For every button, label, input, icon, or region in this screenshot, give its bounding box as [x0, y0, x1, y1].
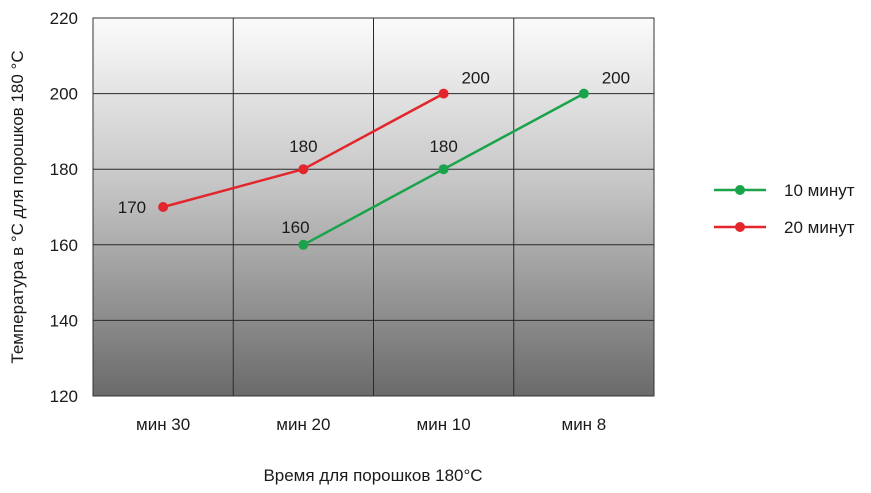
- legend: 10 минут 20 минут: [714, 181, 855, 237]
- x-tick-label: мин 10: [417, 415, 471, 434]
- data-point: [158, 202, 169, 212]
- data-point: [578, 88, 589, 99]
- data-point: [438, 164, 449, 175]
- series: [158, 88, 589, 250]
- data-labels: 160 180 200 170 180 200: [118, 69, 630, 237]
- y-tick-label: 200: [50, 85, 78, 104]
- data-label: 200: [602, 69, 630, 88]
- data-label: 200: [461, 69, 489, 88]
- x-tick-label: мин 30: [136, 415, 190, 434]
- y-axis-title: Температура в °C для порошков 180 °C: [8, 50, 27, 363]
- x-tick-label: мин 8: [562, 415, 607, 434]
- legend-swatch-marker: [735, 222, 745, 232]
- y-tick-label: 220: [50, 9, 78, 28]
- data-point: [298, 164, 309, 175]
- data-label: 160: [281, 218, 309, 237]
- legend-label: 20 минут: [784, 218, 855, 237]
- x-axis-title: Время для порошков 180°C: [263, 466, 482, 485]
- data-point: [438, 88, 449, 99]
- y-tick-label: 180: [50, 160, 78, 179]
- data-label: 180: [289, 137, 317, 156]
- y-tick-label: 120: [50, 387, 78, 406]
- legend-label: 10 минут: [784, 181, 855, 200]
- y-tick-label: 140: [50, 311, 78, 330]
- x-tick-labels: мин 30 мин 20 мин 10 мин 8: [136, 415, 606, 434]
- data-label: 180: [429, 137, 457, 156]
- data-label: 170: [118, 198, 146, 217]
- y-tick-label: 160: [50, 236, 78, 255]
- y-tick-labels: 120 140 160 180 200 220: [50, 9, 78, 406]
- x-tick-label: мин 20: [276, 415, 330, 434]
- legend-swatch-marker: [735, 185, 745, 195]
- plot-border: [92, 17, 655, 397]
- data-point: [298, 239, 309, 250]
